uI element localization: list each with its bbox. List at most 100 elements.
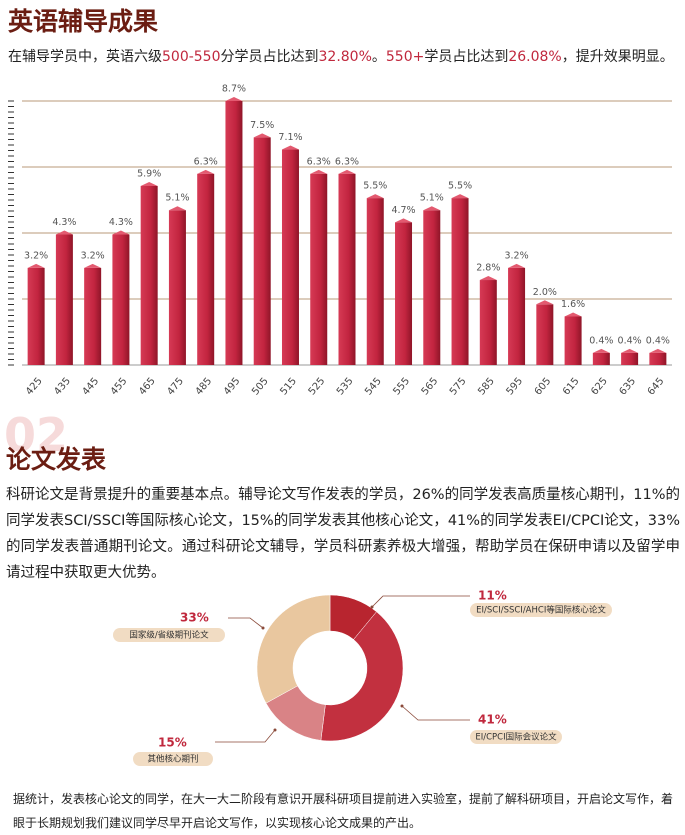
bar: [112, 234, 130, 365]
value-label: 2.8%: [476, 263, 500, 274]
value-label: 7.1%: [278, 132, 302, 143]
bar: [366, 198, 384, 365]
value-label: 3.2%: [24, 250, 48, 261]
leader-dot: [261, 626, 265, 630]
highlight-text: 500-550: [162, 49, 221, 65]
bar: [479, 280, 497, 365]
value-label: 5.9%: [137, 168, 161, 179]
value-label: 6.3%: [335, 156, 359, 167]
bar-cap: [281, 145, 299, 150]
value-label: 5.5%: [363, 181, 387, 192]
x-tick-label: 455: [109, 376, 130, 398]
bar: [395, 222, 413, 365]
x-tick-label: 445: [81, 376, 102, 398]
bar-cap: [479, 276, 497, 281]
value-label: 4.3%: [109, 217, 133, 228]
leader-dot: [370, 605, 374, 609]
x-tick-label: 535: [335, 376, 356, 398]
x-tick-label: 645: [646, 376, 667, 398]
x-tick-label: 505: [250, 376, 271, 398]
text: 分学员占比达到: [220, 49, 319, 65]
bar-cap: [225, 97, 243, 101]
value-label: 0.4%: [589, 335, 613, 346]
value-label: 2.0%: [533, 287, 557, 298]
value-label: 4.3%: [52, 217, 76, 228]
bar: [197, 173, 215, 365]
x-tick-label: 495: [222, 376, 243, 398]
x-tick-label: 435: [52, 376, 73, 398]
bar-cap: [55, 230, 73, 235]
value-label: 41%: [478, 713, 507, 727]
bar: [84, 267, 102, 365]
leader-dot: [400, 704, 404, 708]
bar-cap: [395, 218, 413, 223]
value-label: 5.1%: [165, 193, 189, 204]
x-tick-label: 515: [278, 376, 299, 398]
bar-cap: [168, 206, 186, 211]
bar: [451, 198, 469, 365]
bar: [281, 149, 299, 365]
bar-cap: [27, 263, 45, 268]
bar: [310, 173, 328, 365]
x-tick-label: 545: [363, 376, 384, 398]
bar: [225, 101, 243, 365]
value-label: 6.3%: [194, 156, 218, 167]
x-tick-label: 475: [165, 376, 186, 398]
bar: [621, 352, 639, 365]
value-label: 4.7%: [391, 205, 415, 216]
bar: [564, 316, 582, 365]
highlight-text: 26.08%: [508, 49, 562, 65]
highlight-text: 550+: [385, 49, 425, 65]
value-label: 11%: [478, 589, 507, 603]
bar-cap: [423, 206, 441, 211]
x-tick-label: 485: [194, 376, 215, 398]
bar: [140, 185, 158, 365]
value-label: 0.4%: [646, 335, 670, 346]
bar: [508, 267, 526, 365]
leader-line: [215, 729, 276, 743]
x-tick-label: 595: [504, 376, 525, 398]
bar-cap: [564, 312, 582, 317]
bar-cap: [508, 263, 526, 268]
bar-cap: [84, 263, 102, 268]
bar: [253, 137, 271, 365]
leader-line: [228, 617, 264, 629]
text: ，提升效果明显。: [561, 49, 674, 65]
bar-cap: [253, 133, 271, 138]
section-title: 英语辅导成果: [8, 7, 159, 36]
bar: [27, 267, 45, 365]
bar: [168, 210, 186, 365]
bar: [55, 234, 73, 365]
value-label: 3.2%: [504, 250, 528, 261]
category-label: 其他核心期刊: [147, 754, 198, 765]
donut-segment: [320, 611, 404, 742]
x-tick-label: 465: [137, 376, 158, 398]
bar-cap: [140, 181, 158, 186]
leader-line: [371, 595, 470, 608]
bar-cap: [366, 194, 384, 199]
label-box: [470, 730, 562, 744]
value-label: 33%: [180, 611, 209, 625]
x-tick-label: 555: [391, 376, 412, 398]
value-label: 3.2%: [81, 250, 105, 261]
bar-cap: [451, 194, 469, 199]
bar: [649, 352, 667, 365]
value-label: 7.5%: [250, 120, 274, 131]
x-tick-label: 635: [618, 376, 639, 398]
bar: [536, 304, 554, 365]
x-tick-label: 425: [24, 376, 45, 398]
bar-cap: [536, 300, 554, 305]
section-title: 论文发表: [6, 445, 107, 474]
value-label: 1.6%: [561, 299, 585, 310]
bar-cap: [112, 230, 130, 235]
bar-cap: [621, 348, 639, 353]
label-box: [113, 628, 225, 642]
bar-cap: [649, 348, 667, 353]
bar: [423, 210, 441, 365]
bar: [338, 173, 356, 365]
x-tick-label: 585: [476, 376, 497, 398]
value-label: 8.7%: [222, 84, 246, 95]
text: 。: [371, 49, 386, 65]
